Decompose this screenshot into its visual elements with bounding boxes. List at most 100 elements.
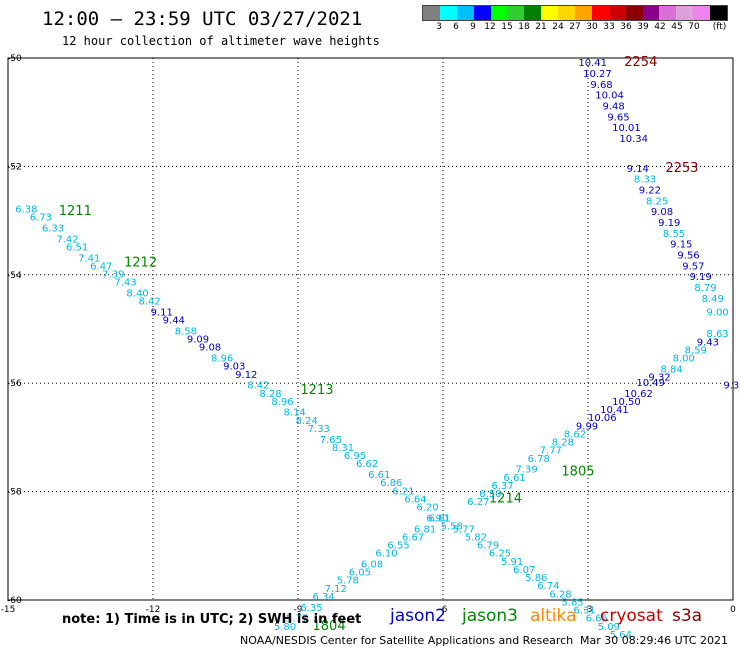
color-scale-cell: [608, 6, 626, 20]
wave-height-value: 8.59: [685, 345, 707, 356]
wave-height-value: 9.19: [658, 218, 680, 229]
wave-height-value: 5.58: [441, 522, 463, 533]
color-scale-cell: [524, 6, 542, 20]
wave-height-value: 10.27: [583, 69, 612, 80]
legend-jason2: jason2: [390, 606, 446, 626]
wave-height-value: 6.65: [586, 614, 608, 625]
wave-height-value: 5.09: [598, 622, 620, 633]
color-scale-cell: [676, 6, 694, 20]
wave-height-value: 6.28: [549, 589, 571, 600]
wave-height-value: 6.51: [66, 242, 88, 253]
latitude-tick-label: -56: [7, 379, 22, 389]
map-subtitle: 12 hour collection of altimeter wave hei…: [62, 34, 380, 48]
wave-height-value: 6.79: [477, 541, 499, 552]
pass-time-label: 1805: [561, 464, 594, 479]
color-scale-label: 9: [470, 22, 476, 32]
color-scale-cell: [642, 6, 660, 20]
wave-height-value: 7.77: [540, 446, 562, 457]
wave-height-value: 9.57: [682, 261, 704, 272]
wave-height-value: 8.28: [552, 438, 574, 449]
map-frame: [7, 57, 734, 601]
wave-height-value: 7.12: [325, 584, 347, 595]
longitude-tick-label: -3: [584, 605, 593, 615]
color-scale-cell: [625, 6, 643, 20]
color-scale-label: 39: [637, 22, 649, 32]
wave-height-value: 6.74: [537, 581, 559, 592]
wave-height-value: 9.32: [648, 372, 670, 383]
wave-height-value: 9.22: [639, 186, 661, 197]
wave-height-value: 6.86: [380, 478, 402, 489]
wave-height-value: 6.47: [90, 261, 112, 272]
color-scale-label: 3: [436, 22, 442, 32]
wave-height-value: 6.25: [489, 549, 511, 560]
wave-height-value: 6.21: [392, 486, 414, 497]
wave-height-value: 6.38: [15, 204, 37, 215]
wave-height-value: 6.73: [30, 213, 52, 224]
wave-height-value: 9.11: [151, 307, 173, 318]
wave-height-value: 9.03: [223, 362, 245, 373]
map-title: 12:00 — 23:59 UTC 03/27/2021: [42, 8, 363, 30]
wave-height-value: 10.04: [595, 91, 624, 102]
color-scale-cell: [490, 6, 508, 20]
pass-time-label: 1804: [313, 619, 346, 634]
legend-jason3: jason3: [462, 606, 518, 626]
wave-height-value: 9.12: [235, 370, 257, 381]
wave-height-value: 5.78: [337, 576, 359, 587]
color-scale-cell: [456, 6, 474, 20]
wave-height-value: 5.82: [465, 532, 487, 543]
color-scale-label: 27: [569, 22, 581, 32]
pass-time-label: 1213: [300, 383, 333, 398]
wave-height-value: 6.64: [404, 494, 426, 505]
wave-height-value: 8.42: [247, 381, 269, 392]
wave-height-value: 9.44: [163, 316, 185, 327]
longitude-tick-label: -12: [146, 605, 161, 615]
wave-height-value: 6.37: [491, 481, 513, 492]
color-scale-cell: [473, 6, 491, 20]
color-scale-label: 42: [654, 22, 666, 32]
color-scale-label: 33: [603, 22, 615, 32]
color-scale-label: 12: [484, 22, 496, 32]
color-scale-label: 36: [620, 22, 632, 32]
wave-height-value: 6.61: [503, 473, 525, 484]
longitude-tick-label: -6: [439, 605, 448, 615]
latitude-tick-label: -50: [7, 54, 22, 64]
wave-height-value: 8.14: [284, 408, 306, 419]
wave-height-value: 5.91: [501, 557, 523, 568]
wave-height-value: 9.08: [651, 207, 673, 218]
latitude-tick-label: -54: [7, 271, 22, 281]
pass-time-label: 1211: [59, 204, 92, 219]
wave-height-value: 6.08: [361, 559, 383, 570]
wave-height-value: 8.49: [702, 294, 724, 305]
wave-height-value: 10.41: [600, 405, 629, 416]
wave-height-value: 7.42: [56, 234, 78, 245]
wave-height-value: 8.58: [175, 326, 197, 337]
wave-height-value: 6.34: [313, 592, 335, 603]
wave-height-value: 6.27: [467, 497, 489, 508]
color-scale-label: 30: [586, 22, 598, 32]
legend-s3a: s3a: [672, 606, 703, 626]
wave-height-value: 10.41: [578, 58, 607, 69]
longitude-tick-label: -15: [1, 605, 16, 615]
color-scale-bar: [422, 5, 728, 21]
color-scale-label: 24: [552, 22, 564, 32]
wave-height-value: 8.96: [271, 397, 293, 408]
wave-height-value: 9.68: [590, 80, 612, 91]
wave-height-value: 8.33: [634, 175, 656, 186]
color-scale-label: 21: [535, 22, 547, 32]
wave-height-value: 6.20: [416, 503, 438, 514]
wave-height-value: 8.42: [139, 297, 161, 308]
wave-height-value: 8.40: [126, 288, 148, 299]
wave-height-value: 10.34: [619, 134, 648, 145]
wave-height-value: 8.84: [661, 364, 683, 375]
wave-height-value: 8.31: [332, 443, 354, 454]
color-scale-labels: 3 6 9 12 15 18 21 24 27 30 33 36 39 42 45 70 (ft): [422, 22, 728, 34]
wave-height-value: 6.61: [368, 470, 390, 481]
pass-time-label: 1214: [489, 491, 522, 506]
wave-height-value: 6.81: [414, 524, 436, 535]
wave-height-value: 6.90: [426, 513, 448, 524]
wave-height-value: 8.24: [296, 416, 318, 427]
wave-height-value: 8.62: [564, 429, 586, 440]
wave-height-value: 9.48: [603, 101, 625, 112]
wave-height-value: 5.85: [561, 597, 583, 608]
map-note: note: 1) Time is in UTC; 2) SWH is in fe…: [62, 612, 362, 627]
